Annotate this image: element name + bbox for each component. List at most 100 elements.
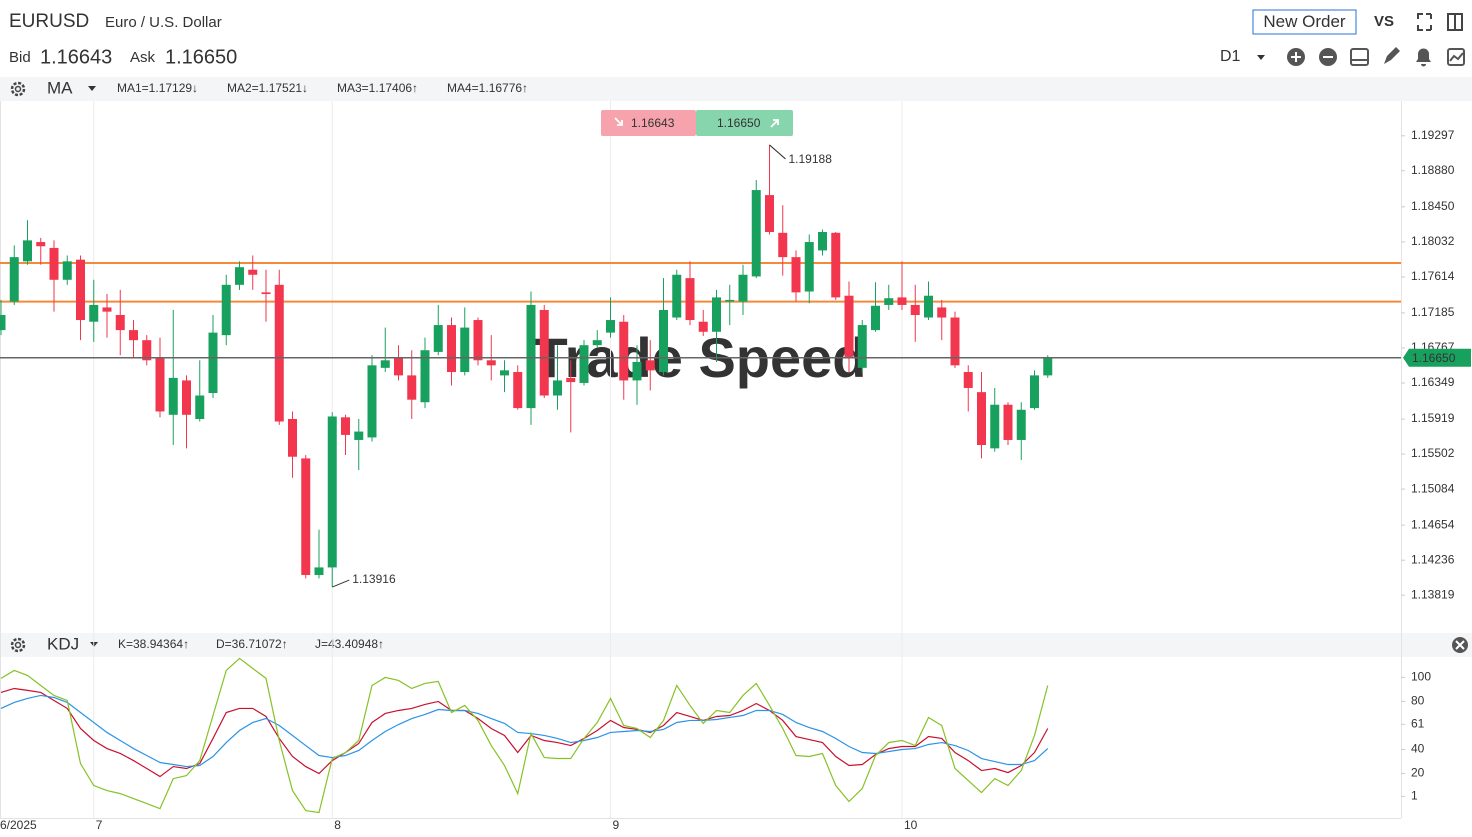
kdj-line: [0, 694, 1049, 768]
candle-body: [221, 284, 231, 336]
candle-body: [367, 365, 377, 438]
candle-body: [871, 305, 880, 331]
x-tick-label: 7: [96, 818, 103, 832]
candle-body: [327, 416, 337, 568]
indicator-value: MA3=1.17406↑: [337, 81, 418, 95]
indicator-value: D=36.71072↑: [216, 637, 288, 651]
indicator-value: MA1=1.17129↓: [117, 81, 198, 95]
candle-body: [460, 327, 470, 373]
candle-body: [76, 259, 85, 321]
x-tick-label: 10: [904, 818, 918, 832]
kdj-bar: [0, 633, 1472, 657]
y-tick-label: 1.15502: [1411, 446, 1455, 460]
indicator-value: MA2=1.17521↓: [227, 81, 308, 95]
candle-body: [685, 278, 695, 321]
bid-price: 1.16643: [40, 46, 112, 68]
candle-body: [1016, 409, 1026, 440]
candle-body: [977, 392, 986, 445]
y-tick-label: 1.18032: [1411, 234, 1455, 248]
y-tick-label: 1.19297: [1411, 128, 1455, 142]
kdj-name[interactable]: KDJ: [47, 634, 79, 653]
candle-body: [115, 315, 125, 331]
x-tick-label: 9: [613, 818, 620, 832]
candle-body: [804, 242, 814, 292]
ask-price: 1.16650: [165, 46, 237, 68]
candle-body: [62, 261, 72, 280]
candle-body: [831, 232, 841, 298]
y-tick-label: 1.14654: [1411, 517, 1455, 531]
buy-price[interactable]: 1.16650: [717, 116, 761, 130]
candle-body: [420, 350, 430, 403]
kdj-line: [0, 687, 1049, 778]
candle-body: [274, 284, 284, 422]
x-tick-label: 8: [334, 818, 341, 832]
y-tick-label: 61: [1411, 716, 1425, 730]
ma-name[interactable]: MA: [47, 78, 73, 97]
candle-body: [725, 299, 735, 302]
zoom-in-icon[interactable]: [1287, 48, 1305, 66]
draw-icon[interactable]: [1384, 47, 1400, 64]
candle-body: [990, 404, 1000, 449]
candle-body: [102, 307, 112, 312]
new-order-button[interactable]: [1252, 9, 1357, 35]
layout-icon[interactable]: [1350, 48, 1369, 66]
candle-body: [248, 269, 258, 275]
last-price-tag: [1403, 348, 1471, 367]
new-order-label[interactable]: New Order: [1263, 12, 1346, 31]
close-indicator[interactable]: [1452, 637, 1468, 653]
candle-body: [553, 380, 562, 396]
alert-icon[interactable]: [1416, 48, 1431, 67]
zoom-out-icon[interactable]: [1319, 48, 1337, 66]
timeframe[interactable]: D1: [1220, 48, 1241, 65]
candle-body: [738, 274, 748, 302]
y-tick-label: 1.15084: [1411, 481, 1455, 495]
candle-body: [1043, 358, 1053, 376]
indicator-value: K=38.94364↑: [118, 637, 189, 651]
buy-badge[interactable]: [696, 110, 793, 136]
candle-body: [1003, 404, 1013, 440]
fullscreen-icon[interactable]: [1417, 13, 1432, 31]
y-tick-label: 40: [1411, 742, 1425, 756]
bid-label: Bid: [9, 49, 31, 66]
ma-dropdown[interactable]: [88, 86, 96, 91]
candle-body: [155, 357, 165, 412]
candle-body: [447, 325, 456, 373]
high-annotation: 1.19188: [789, 152, 833, 166]
candle-body: [632, 361, 642, 381]
candle-body: [765, 195, 774, 232]
settings-icon[interactable]: [10, 637, 26, 653]
y-tick-label: 1: [1411, 789, 1418, 803]
candle-body: [433, 325, 443, 352]
candle-body: [579, 345, 589, 383]
candle-body: [606, 320, 615, 333]
indicator-icon[interactable]: [1447, 48, 1465, 66]
candle-body: [645, 360, 655, 371]
candle-body: [778, 232, 788, 258]
candle-body: [924, 295, 933, 318]
ask-label: Ask: [130, 49, 156, 66]
candle-body: [1030, 375, 1039, 409]
sell-price[interactable]: 1.16643: [631, 116, 675, 130]
candle-body: [341, 417, 350, 435]
candle-body: [751, 190, 761, 277]
buy-arrow: [770, 119, 779, 128]
settings-icon[interactable]: [10, 81, 26, 97]
y-tick-label: 1.17185: [1411, 305, 1455, 319]
candle-body: [526, 304, 536, 409]
candle-body: [142, 340, 152, 361]
y-tick-label: 1.14236: [1411, 552, 1455, 566]
candle-body: [301, 458, 311, 575]
y-tick-label: 1.17614: [1411, 269, 1455, 283]
compare-button[interactable]: VS: [1374, 13, 1394, 30]
candle-body: [314, 567, 324, 575]
candle-body: [897, 297, 907, 305]
y-tick-label: 1.18450: [1411, 199, 1455, 213]
sell-badge[interactable]: [601, 110, 696, 136]
timeframe-dropdown[interactable]: [1257, 55, 1265, 60]
y-tick-label: 1.18880: [1411, 163, 1455, 177]
y-tick-label: 100: [1411, 670, 1431, 684]
candle-body: [712, 297, 721, 332]
candle-body: [89, 304, 99, 322]
candle-body: [844, 295, 854, 357]
last-price-label: 1.16650: [1412, 351, 1456, 365]
